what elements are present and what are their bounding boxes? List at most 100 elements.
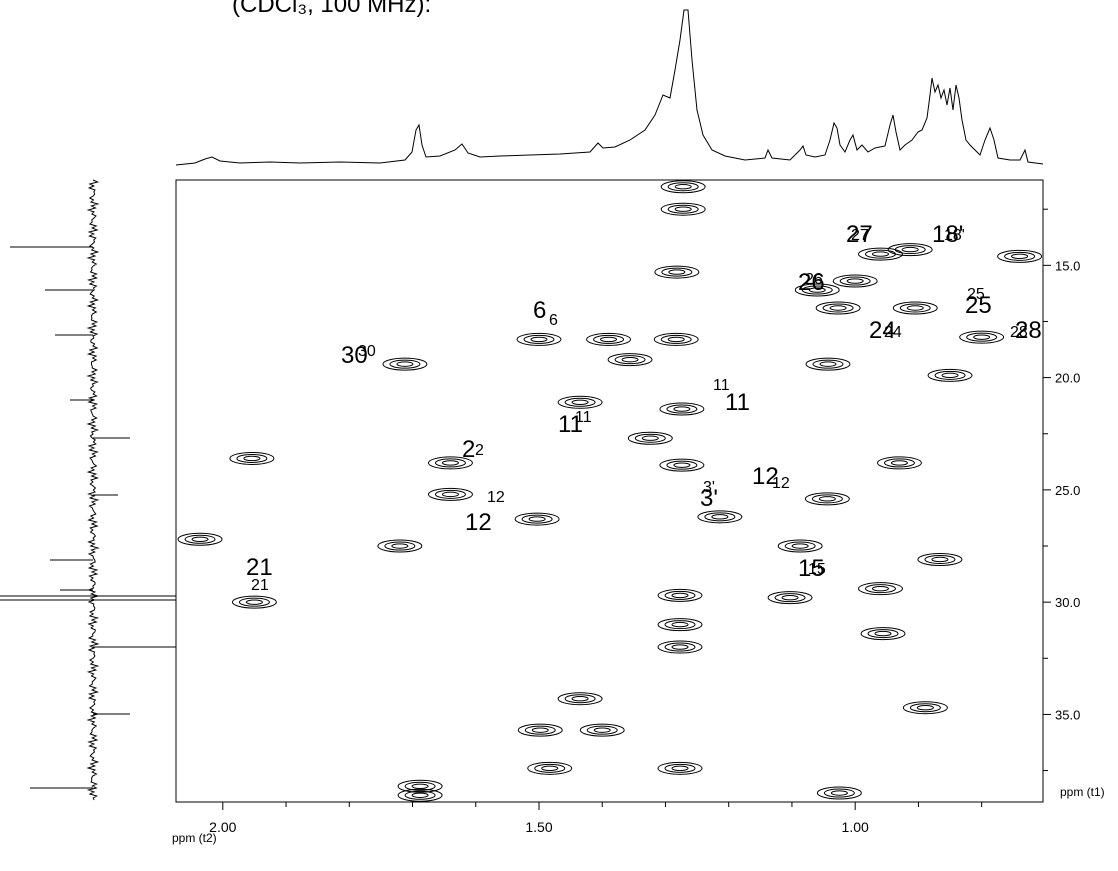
cross-peak xyxy=(516,332,562,346)
contour-level xyxy=(927,368,973,382)
contour-level xyxy=(621,356,639,363)
peak-label: 21 xyxy=(246,554,273,581)
contour-level xyxy=(177,532,223,546)
peak-label: 18' xyxy=(932,221,963,248)
contour-level xyxy=(531,727,549,733)
contour-level xyxy=(916,704,934,711)
contour-level xyxy=(660,180,706,194)
contour-level xyxy=(966,332,998,342)
contour-level xyxy=(973,334,991,340)
contour-level xyxy=(571,399,589,406)
cross-peak xyxy=(514,512,560,526)
peak-label: 25 xyxy=(967,286,985,303)
x-axis-label: ppm (t2) xyxy=(172,831,217,845)
cross-peak xyxy=(777,539,823,553)
contour-level xyxy=(909,703,941,713)
cross-peak xyxy=(767,591,813,605)
cross-peak xyxy=(902,701,948,715)
contour-level xyxy=(671,621,689,628)
contour-level xyxy=(666,460,698,470)
cross-peak xyxy=(557,692,603,706)
contour-level xyxy=(667,182,699,192)
peak-label: 2 xyxy=(475,442,484,459)
peak-label: 28 xyxy=(1010,324,1028,341)
contour-level xyxy=(516,332,562,346)
contour-level xyxy=(671,644,689,650)
contour-level xyxy=(184,534,216,544)
cross-peak xyxy=(659,458,705,472)
contour-level xyxy=(641,435,659,441)
peak-label: 26 xyxy=(805,271,823,288)
cross-peak xyxy=(659,402,705,416)
peak-label: 30 xyxy=(341,342,368,369)
contour-level xyxy=(1004,251,1036,261)
contour-level xyxy=(411,792,429,798)
cross-peak xyxy=(804,492,850,506)
cross-peak xyxy=(832,274,878,288)
contour-level xyxy=(404,790,436,800)
contour-level xyxy=(704,512,736,522)
contour-level xyxy=(657,640,703,654)
contour-level xyxy=(384,541,416,551)
contour-level xyxy=(389,359,421,369)
peak-label: 12 xyxy=(772,475,790,492)
contour-level xyxy=(674,206,692,212)
contour-level xyxy=(377,539,423,553)
contour-level xyxy=(883,458,915,468)
contour-level xyxy=(659,458,705,472)
chart-title: (CDCl₃, 100 MHz): xyxy=(232,0,431,18)
contour-level xyxy=(664,642,696,652)
contour-level xyxy=(674,184,692,190)
contour-level xyxy=(427,456,473,470)
contour-level xyxy=(816,786,862,800)
contour-level xyxy=(822,303,854,313)
peak-label: 30 xyxy=(358,343,376,360)
cross-peak xyxy=(586,332,632,346)
contour-level xyxy=(667,336,685,343)
contour-level xyxy=(839,276,871,286)
contour-level xyxy=(397,788,443,802)
x-tick-label: 1.00 xyxy=(842,819,869,835)
peak-label: 12 xyxy=(465,509,492,536)
contour-level xyxy=(524,725,556,735)
contour-level xyxy=(1011,253,1029,260)
cross-peak xyxy=(517,723,563,737)
contour-level xyxy=(829,305,847,311)
contour-level xyxy=(871,251,889,257)
contour-level xyxy=(657,761,703,775)
contour-level xyxy=(411,783,429,789)
peak-label: 11 xyxy=(558,411,583,438)
y-tick-label: 30.0 xyxy=(1055,595,1080,610)
contour-level xyxy=(902,701,948,715)
contour-level xyxy=(404,781,436,791)
contour-level xyxy=(660,334,692,344)
contour-level xyxy=(534,763,566,773)
contour-level xyxy=(564,397,596,407)
contour-level xyxy=(876,456,922,470)
cross-peak xyxy=(794,283,840,297)
left-projection-peaks xyxy=(0,246,176,789)
contour-level xyxy=(441,491,459,498)
cross-peak xyxy=(231,595,277,609)
left-projection xyxy=(86,179,100,801)
contour-level xyxy=(521,514,553,524)
cross-peak xyxy=(607,353,653,367)
peak-label: 24 xyxy=(869,317,896,344)
contour-level xyxy=(666,404,698,414)
contour-level xyxy=(191,536,209,542)
contour-level xyxy=(901,246,919,253)
contour-level xyxy=(434,458,466,468)
contour-level xyxy=(890,460,908,466)
contour-level xyxy=(924,554,956,564)
contour-level xyxy=(657,618,703,632)
y-tick-label: 15.0 xyxy=(1055,258,1080,273)
contour-level xyxy=(887,243,933,257)
contour-level xyxy=(894,245,926,255)
contour-level xyxy=(427,487,473,501)
contour-level xyxy=(231,595,277,609)
contour-level xyxy=(711,514,729,520)
cross-peak xyxy=(697,510,743,524)
contour-level xyxy=(867,629,899,639)
cross-peak xyxy=(660,202,706,216)
